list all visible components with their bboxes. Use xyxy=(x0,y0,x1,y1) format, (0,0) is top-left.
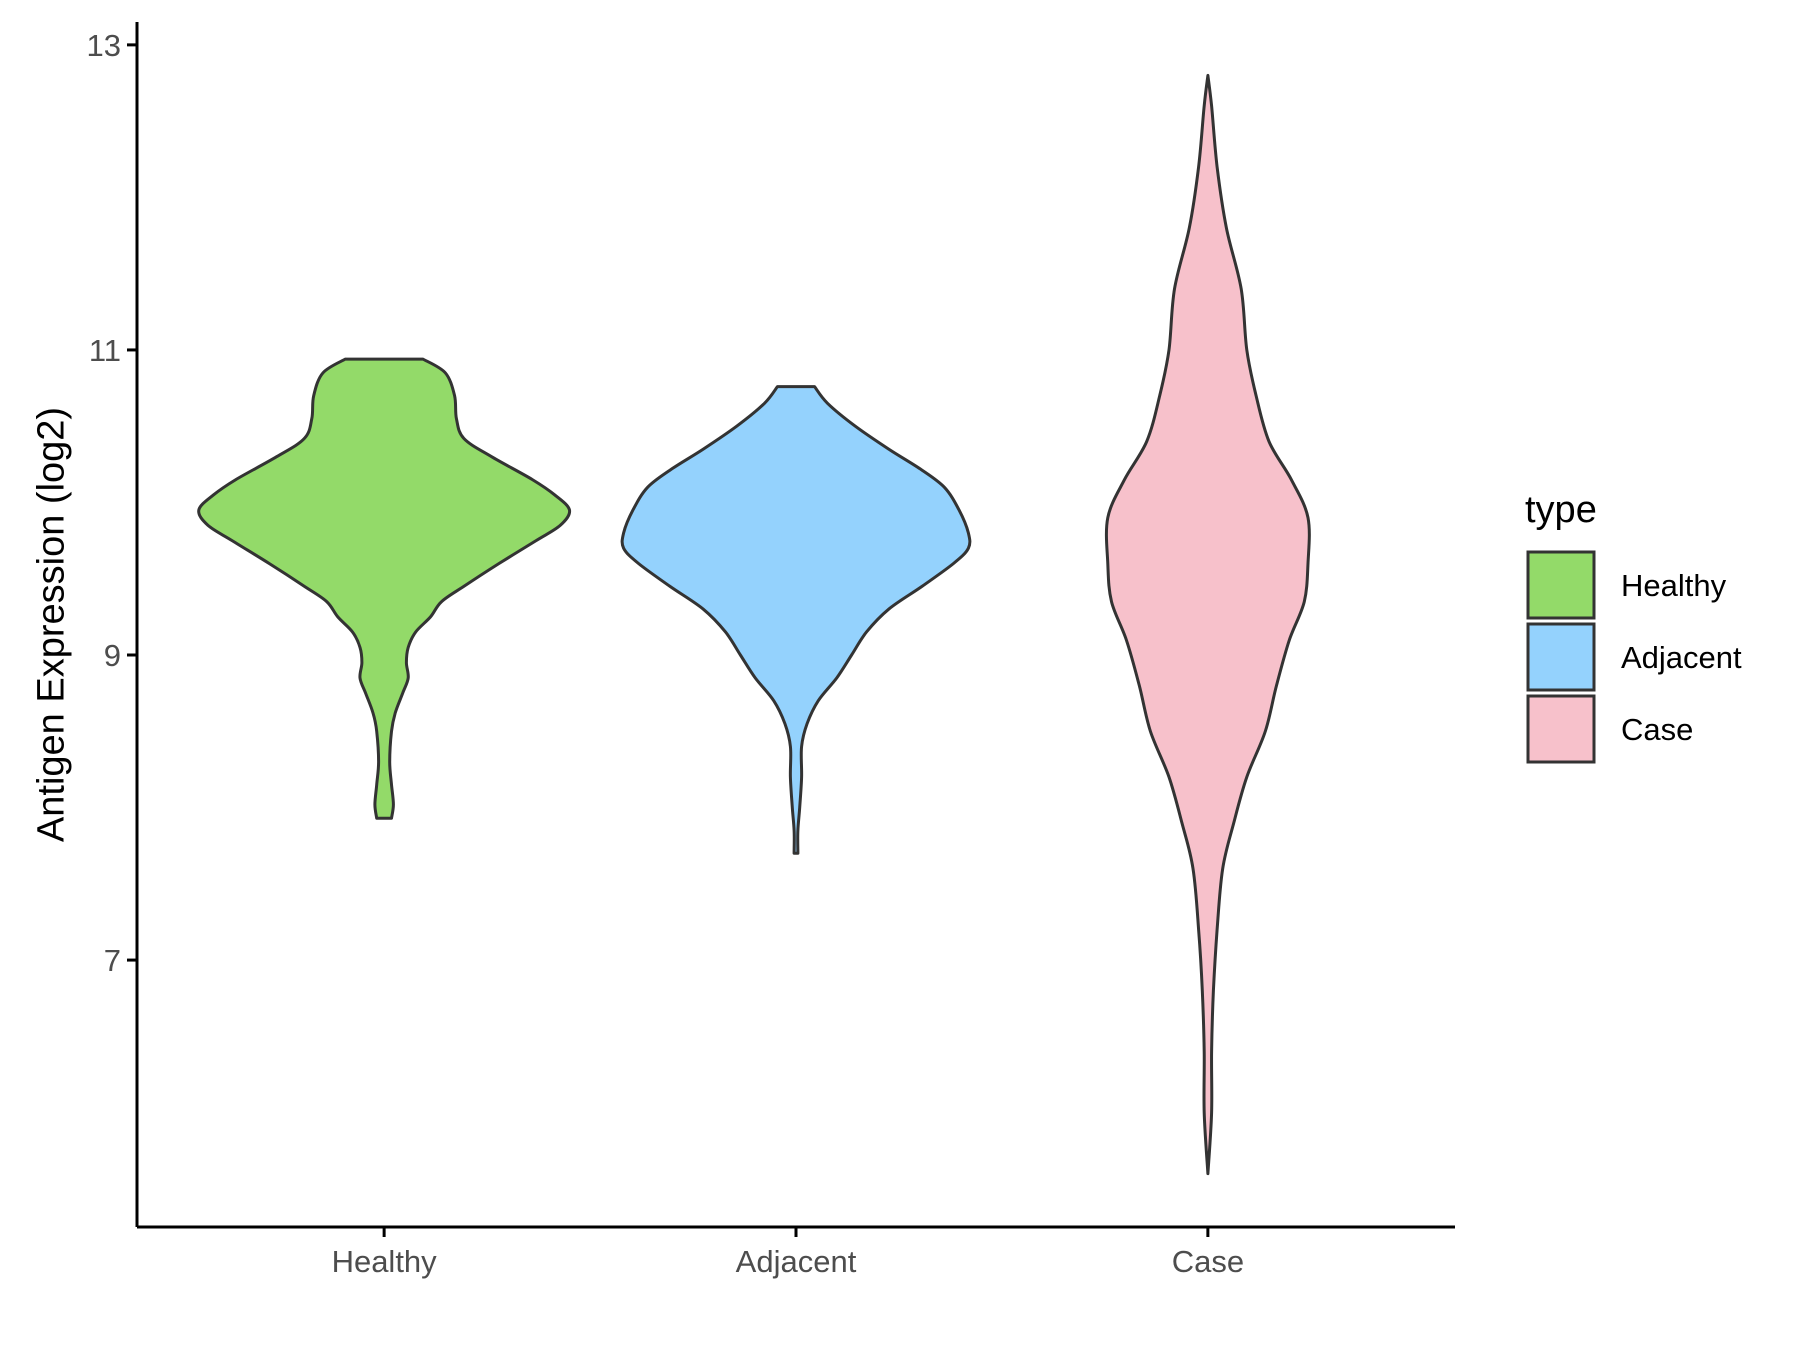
axes-layer: 7 9 11 13 Healthy Adjacent Case Antigen Expre… xyxy=(30,22,1455,1279)
legend: type Healthy Adjacent Case xyxy=(1525,489,1742,764)
legend-key-healthy xyxy=(1526,550,1596,620)
x-tick-label: Case xyxy=(1172,1244,1244,1279)
x-tick-label: Healthy xyxy=(332,1244,438,1279)
y-tick-label: 9 xyxy=(104,638,121,673)
violins-layer xyxy=(197,73,1311,1176)
legend-items: Healthy Adjacent Case xyxy=(1526,550,1742,764)
legend-title: type xyxy=(1525,489,1597,531)
violin-healthy xyxy=(197,357,572,820)
legend-key-adjacent xyxy=(1526,622,1596,692)
legend-label-case: Case xyxy=(1621,712,1693,747)
legend-label-healthy: Healthy xyxy=(1621,568,1727,603)
violin-adjacent xyxy=(620,385,972,855)
y-tick-label: 13 xyxy=(87,28,121,63)
x-tick-label: Adjacent xyxy=(736,1244,857,1279)
y-axis-ticks: 7 9 11 13 xyxy=(87,28,137,978)
y-axis-title: Antigen Expression (log2) xyxy=(30,407,72,842)
legend-label-adjacent: Adjacent xyxy=(1621,640,1742,675)
y-tick-label: 7 xyxy=(104,943,121,978)
legend-key-case xyxy=(1526,694,1596,764)
violin-case xyxy=(1104,73,1311,1176)
x-axis-ticks: Healthy Adjacent Case xyxy=(332,1227,1244,1279)
y-tick-label: 11 xyxy=(89,333,121,368)
